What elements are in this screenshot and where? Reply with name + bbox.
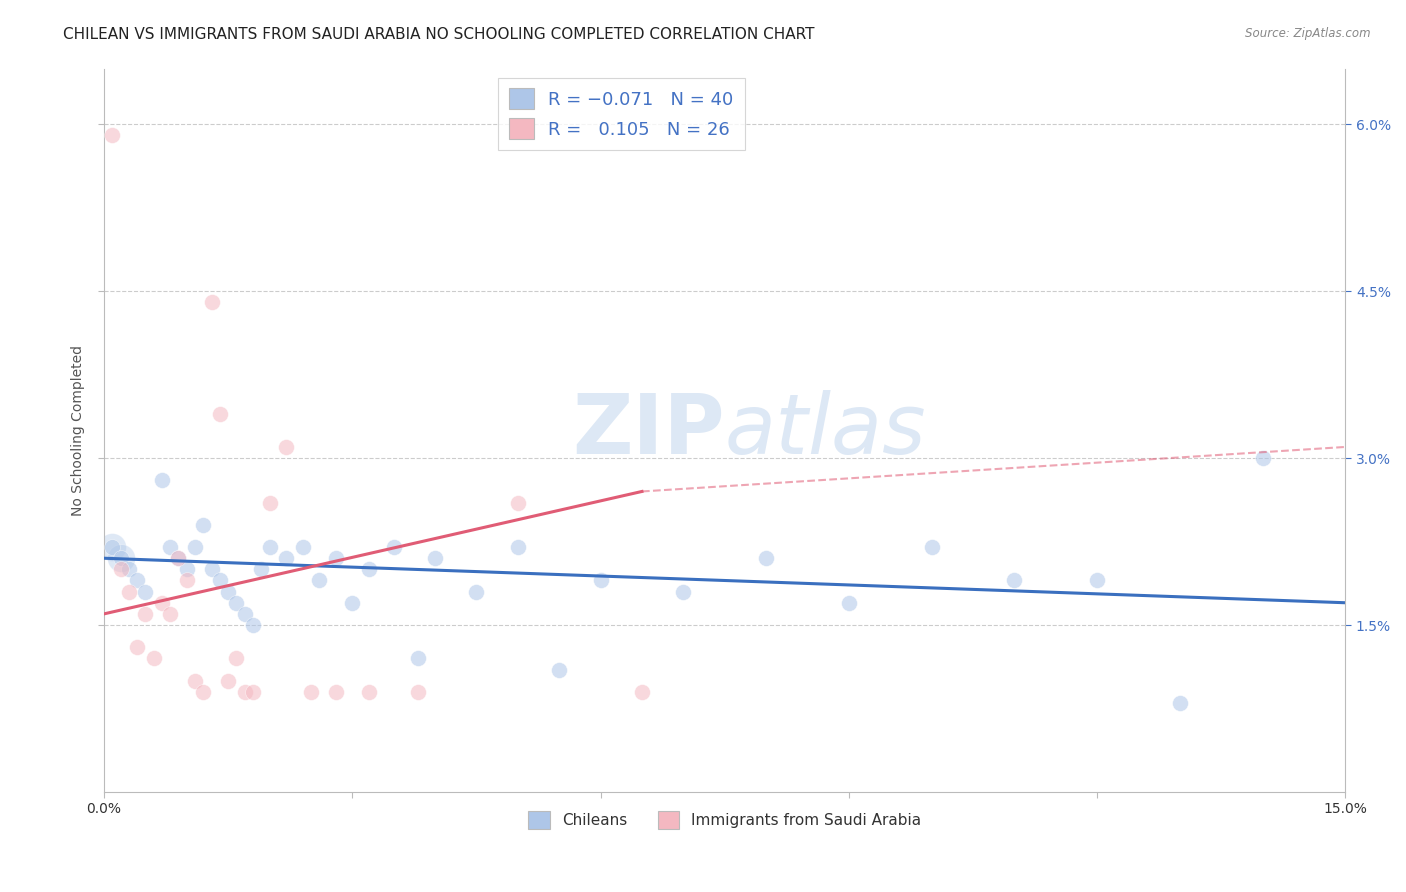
Text: ZIP: ZIP <box>572 390 724 471</box>
Point <box>342 596 364 610</box>
Point <box>193 685 215 699</box>
Point <box>101 540 124 554</box>
Point <box>921 540 943 554</box>
Point <box>184 673 207 688</box>
Point <box>357 562 380 576</box>
Point <box>242 685 264 699</box>
Point <box>159 540 181 554</box>
Point <box>755 551 778 566</box>
Point <box>217 584 239 599</box>
Point <box>506 540 529 554</box>
Point <box>167 551 190 566</box>
Point <box>225 596 247 610</box>
Point <box>118 584 141 599</box>
Point <box>325 551 347 566</box>
Point <box>1085 574 1108 588</box>
Point <box>259 495 281 509</box>
Point <box>225 651 247 665</box>
Point <box>167 551 190 566</box>
Point <box>382 540 405 554</box>
Point <box>110 562 132 576</box>
Point <box>423 551 446 566</box>
Point <box>150 473 173 487</box>
Point <box>159 607 181 621</box>
Point <box>672 584 695 599</box>
Point <box>233 607 256 621</box>
Point <box>631 685 654 699</box>
Point <box>506 495 529 509</box>
Point <box>250 562 273 576</box>
Point <box>150 596 173 610</box>
Point <box>118 562 141 576</box>
Point <box>548 663 571 677</box>
Legend: Chileans, Immigrants from Saudi Arabia: Chileans, Immigrants from Saudi Arabia <box>522 805 928 835</box>
Point <box>233 685 256 699</box>
Point <box>589 574 612 588</box>
Point <box>110 551 132 566</box>
Point <box>1002 574 1025 588</box>
Text: Source: ZipAtlas.com: Source: ZipAtlas.com <box>1246 27 1371 40</box>
Point <box>1251 451 1274 466</box>
Point <box>408 685 430 699</box>
Point <box>110 551 132 566</box>
Point <box>274 551 297 566</box>
Point <box>134 607 156 621</box>
Point <box>134 584 156 599</box>
Point <box>838 596 860 610</box>
Point <box>357 685 380 699</box>
Point <box>274 440 297 454</box>
Point <box>217 673 239 688</box>
Y-axis label: No Schooling Completed: No Schooling Completed <box>72 344 86 516</box>
Point <box>127 640 149 655</box>
Point <box>325 685 347 699</box>
Text: CHILEAN VS IMMIGRANTS FROM SAUDI ARABIA NO SCHOOLING COMPLETED CORRELATION CHART: CHILEAN VS IMMIGRANTS FROM SAUDI ARABIA … <box>63 27 814 42</box>
Point <box>184 540 207 554</box>
Point <box>176 562 198 576</box>
Point <box>242 618 264 632</box>
Point <box>101 540 124 554</box>
Point <box>200 562 222 576</box>
Text: atlas: atlas <box>724 390 927 471</box>
Point <box>101 128 124 143</box>
Point <box>193 517 215 532</box>
Point <box>208 407 231 421</box>
Point <box>299 685 322 699</box>
Point <box>1168 696 1191 710</box>
Point <box>308 574 330 588</box>
Point <box>176 574 198 588</box>
Point <box>142 651 165 665</box>
Point <box>408 651 430 665</box>
Point <box>208 574 231 588</box>
Point <box>127 574 149 588</box>
Point <box>259 540 281 554</box>
Point <box>200 295 222 310</box>
Point <box>291 540 314 554</box>
Point <box>465 584 488 599</box>
